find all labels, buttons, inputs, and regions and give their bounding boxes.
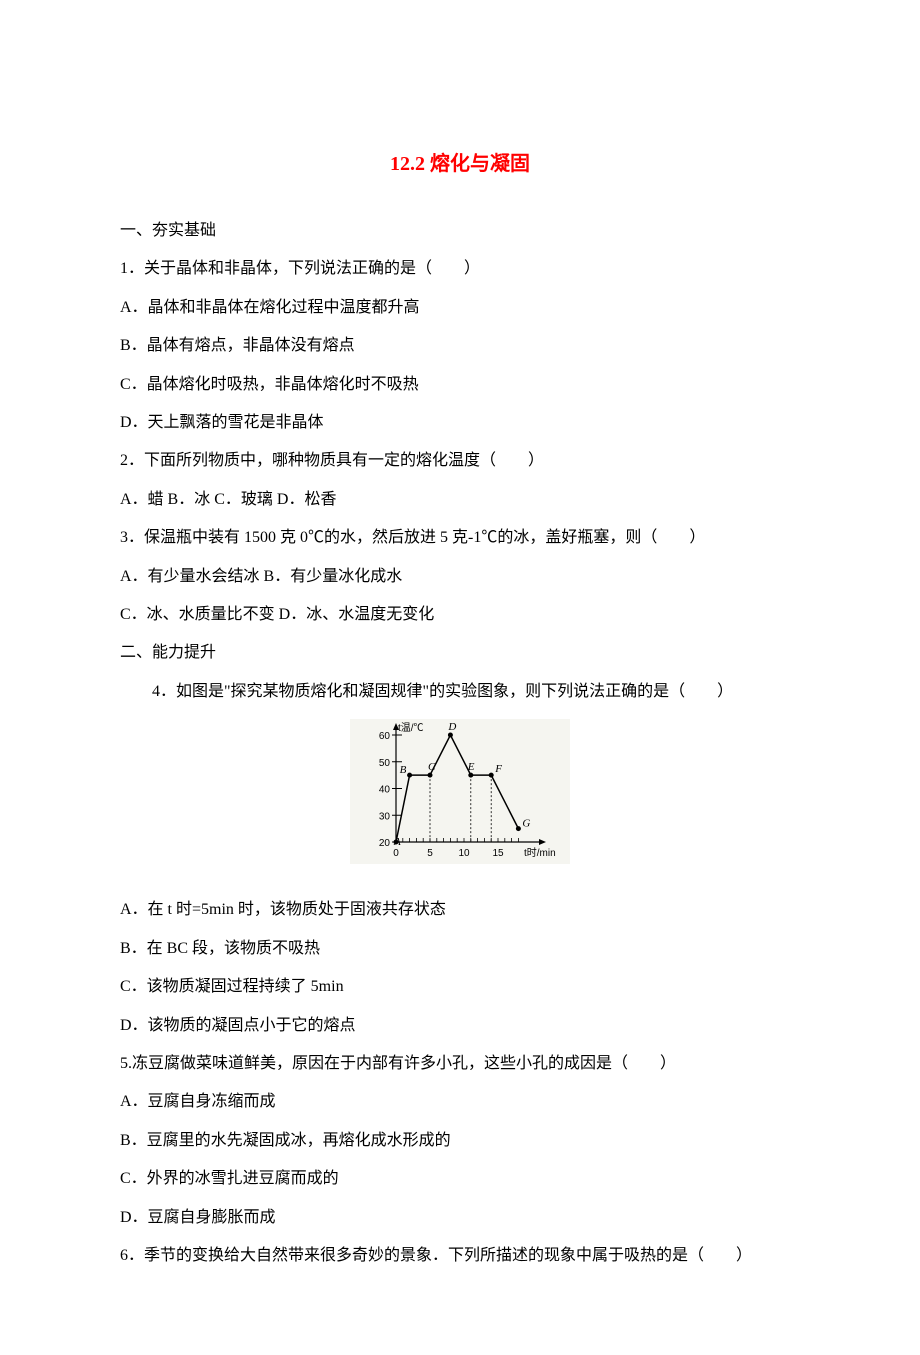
question-4-option-c: C．该物质凝固过程持续了 5min — [120, 968, 800, 1006]
svg-text:0: 0 — [393, 848, 399, 859]
question-5-option-c: C．外界的冰雪扎进豆腐而成的 — [120, 1160, 800, 1198]
question-5-option-b: B．豆腐里的水先凝固成冰，再熔化成水形成的 — [120, 1122, 800, 1160]
question-3-options-ab: A．有少量水会结冰 B．有少量冰化成水 — [120, 558, 800, 596]
question-5-text: 5.冻豆腐做菜味道鲜美，原因在于内部有许多小孔，这些小孔的成因是（ ） — [120, 1045, 800, 1083]
question-6-text: 6．季节的变换给大自然带来很多奇妙的景象．下列所描述的现象中属于吸热的是（ ） — [120, 1237, 800, 1275]
question-5-option-a: A．豆腐自身冻缩而成 — [120, 1083, 800, 1121]
section-2-heading: 二、能力提升 — [120, 634, 800, 672]
question-4-option-b: B．在 BC 段，该物质不吸热 — [120, 930, 800, 968]
svg-text:60: 60 — [379, 731, 391, 742]
melting-curve-chart: 20 30 40 50 60 0 5 10 15 t温/℃ t时/min A B C D E F G — [350, 719, 570, 864]
question-1-text: 1．关于晶体和非晶体，下列说法正确的是（ ） — [120, 250, 800, 288]
svg-text:E: E — [467, 761, 475, 773]
question-4-option-a: A．在 t 时=5min 时，该物质处于固液共存状态 — [120, 891, 800, 929]
question-1-option-b: B．晶体有熔点，非晶体没有熔点 — [120, 327, 800, 365]
svg-text:D: D — [447, 721, 456, 733]
section-1-heading: 一、夯实基础 — [120, 212, 800, 250]
svg-text:t温/℃: t温/℃ — [398, 722, 424, 734]
question-3-text: 3．保温瓶中装有 1500 克 0℃的水，然后放进 5 克-1℃的冰，盖好瓶塞，… — [120, 519, 800, 557]
svg-text:5: 5 — [427, 848, 433, 859]
question-4-text: 4．如图是"探究某物质熔化和凝固规律"的实验图象，则下列说法正确的是（ ） — [120, 673, 800, 711]
svg-text:A: A — [393, 836, 401, 848]
svg-text:20: 20 — [379, 838, 391, 849]
svg-text:t时/min: t时/min — [524, 847, 556, 859]
question-1-option-d: D．天上飘落的雪花是非晶体 — [120, 404, 800, 442]
svg-text:G: G — [522, 818, 530, 830]
question-5-option-d: D．豆腐自身膨胀而成 — [120, 1199, 800, 1237]
question-4-option-d: D．该物质的凝固点小于它的熔点 — [120, 1007, 800, 1045]
page-title: 12.2 熔化与凝固 — [120, 140, 800, 188]
question-1-option-a: A．晶体和非晶体在熔化过程中温度都升高 — [120, 289, 800, 327]
svg-text:C: C — [428, 761, 436, 773]
svg-text:50: 50 — [379, 758, 391, 769]
svg-text:B: B — [400, 764, 407, 776]
svg-text:30: 30 — [379, 811, 391, 822]
svg-text:10: 10 — [458, 848, 470, 859]
svg-text:F: F — [494, 763, 502, 775]
question-3-options-cd: C．冰、水质量比不变 D．冰、水温度无变化 — [120, 596, 800, 634]
question-1-option-c: C．晶体熔化时吸热，非晶体熔化时不吸热 — [120, 366, 800, 404]
svg-text:40: 40 — [379, 785, 391, 796]
svg-text:15: 15 — [492, 848, 504, 859]
question-2-text: 2．下面所列物质中，哪种物质具有一定的熔化温度（ ） — [120, 442, 800, 480]
question-4-chart: 20 30 40 50 60 0 5 10 15 t温/℃ t时/min A B C D E F G — [120, 719, 800, 879]
question-2-options: A．蜡 B．冰 C．玻璃 D．松香 — [120, 481, 800, 519]
